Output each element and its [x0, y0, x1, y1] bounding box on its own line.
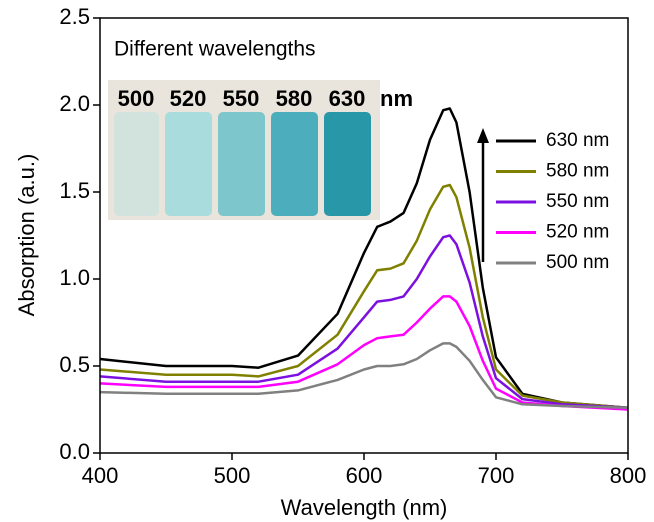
- y-tick-label: 0.0: [59, 439, 90, 464]
- legend-label: 500 nm: [546, 252, 609, 273]
- inset-unit: nm: [380, 86, 413, 111]
- inset-title: Different wavelengths: [114, 38, 316, 61]
- y-tick-label: 2.0: [59, 91, 90, 116]
- x-tick-label: 700: [478, 463, 515, 488]
- series-line: [99, 234, 629, 410]
- y-tick-label: 1.0: [59, 265, 90, 290]
- series-line: [99, 295, 629, 411]
- y-tick-label: 2.5: [59, 4, 90, 29]
- inset-label: 630: [329, 86, 366, 111]
- series-line: [99, 183, 629, 410]
- legend-arrow-head: [477, 128, 489, 143]
- x-axis-title: Wavelength (nm): [281, 495, 448, 520]
- inset-photo: [108, 80, 380, 220]
- legend-label: 580 nm: [546, 161, 609, 182]
- x-tick-label: 800: [610, 463, 647, 488]
- inset-label: 580: [276, 86, 313, 111]
- x-tick-label: 400: [82, 463, 119, 488]
- inset-label: 550: [223, 86, 260, 111]
- y-axis-title: Absorption (a.u.): [14, 154, 39, 317]
- x-tick-label: 500: [214, 463, 251, 488]
- x-tick-label: 600: [346, 463, 383, 488]
- legend-label: 630 nm: [546, 130, 609, 151]
- y-tick-label: 0.5: [59, 352, 90, 377]
- y-tick-label: 1.5: [59, 178, 90, 203]
- vial: [165, 112, 212, 216]
- inset-label: 500: [118, 86, 155, 111]
- plot-frame: [99, 17, 629, 454]
- vial: [114, 112, 159, 216]
- vial: [218, 112, 265, 216]
- legend-label: 520 nm: [546, 222, 609, 243]
- inset-label: 520: [170, 86, 207, 111]
- vial: [271, 112, 318, 216]
- legend-label: 550 nm: [546, 191, 609, 212]
- series-line: [99, 342, 629, 410]
- vial: [324, 112, 371, 216]
- series-line: [99, 107, 629, 410]
